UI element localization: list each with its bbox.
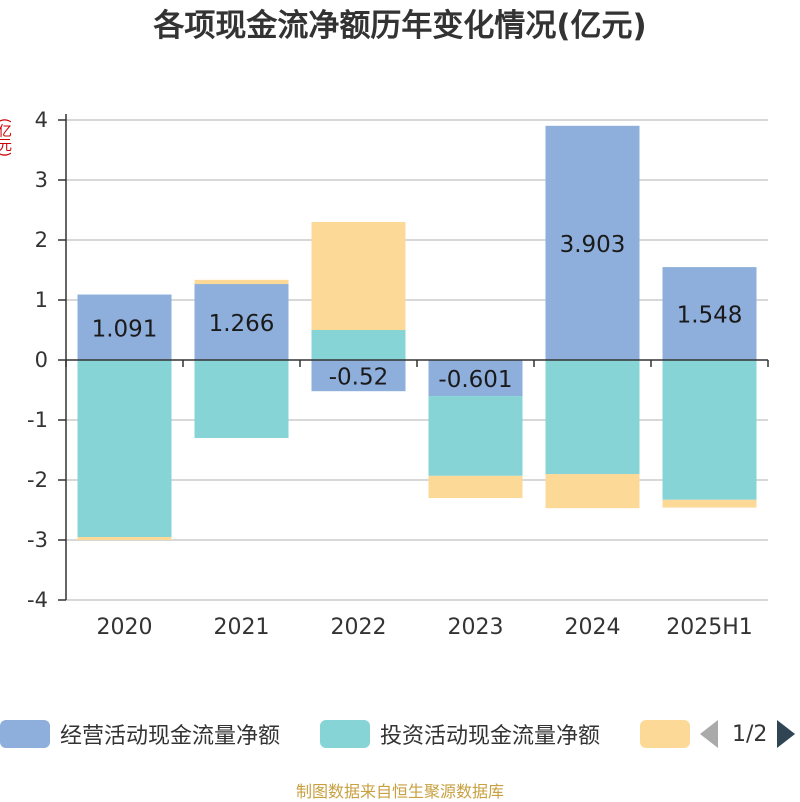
legend-item-investing[interactable]: 投资活动现金流量净额 (320, 716, 600, 752)
data-labels: 1.091 1.266 -0.52 -0.601 3.903 1.548 (92, 232, 743, 393)
bar-segment (77, 294, 172, 360)
legend-swatch-financing (640, 720, 690, 748)
legend-item-financing[interactable] (640, 716, 690, 752)
axes: 4 3 2 1 0 -1 -2 -3 -4 2020 2021 2022 2023 2024 2025H1 (27, 108, 769, 640)
legend: 经营活动现金流量净额 投资活动现金流量净额 (0, 716, 800, 752)
y-tick-label: -4 (27, 588, 48, 612)
legend-swatch-operating (0, 720, 50, 748)
legend-item-operating[interactable]: 经营活动现金流量净额 (0, 716, 280, 752)
x-tick-label: 2025H1 (666, 615, 753, 640)
bar-segment (311, 330, 406, 360)
prev-page-icon[interactable] (700, 720, 718, 748)
legend-swatch-investing (320, 720, 370, 748)
bar-segment (545, 474, 640, 509)
bar-segment (662, 360, 757, 500)
data-label: -0.601 (438, 367, 512, 393)
legend-label-investing: 投资活动现金流量净额 (380, 724, 601, 749)
page-indicator: 1/2 (732, 721, 768, 747)
bar-segment (428, 396, 523, 476)
bar-segment (545, 360, 640, 474)
x-tick-label: 2024 (565, 615, 621, 640)
y-tick-label: -3 (27, 528, 48, 552)
data-label: -0.52 (329, 365, 389, 391)
y-tick-label: 2 (35, 228, 48, 252)
bar-segment (311, 360, 406, 392)
y-axis-unit: (亿元) (0, 118, 12, 157)
y-tick-label: 1 (35, 288, 48, 312)
y-tick-label: -2 (27, 468, 48, 492)
x-tick-label: 2022 (331, 615, 387, 640)
bar-segment (428, 360, 523, 397)
bar-segment (428, 475, 523, 499)
data-source-note: 制图数据来自恒生聚源数据库 (295, 782, 504, 801)
y-tick-label: -1 (27, 408, 48, 432)
bar-segment (662, 267, 757, 360)
bar-segment (311, 222, 406, 330)
bar-segment (545, 125, 640, 360)
bar-segment (77, 360, 172, 537)
data-label: 3.903 (560, 232, 626, 258)
y-tick-label: 0 (35, 348, 48, 372)
bar-segment (194, 360, 289, 438)
y-tick-label: 4 (35, 108, 48, 132)
y-tick-label: 3 (35, 168, 48, 192)
bar-segment (194, 284, 289, 360)
data-label: 1.091 (92, 316, 158, 342)
x-tick-label: 2023 (448, 615, 504, 640)
x-tick-label: 2020 (97, 615, 153, 640)
legend-pager: 1/2 (700, 716, 796, 752)
grid-lines (66, 119, 768, 601)
bar-segment (77, 537, 172, 540)
bar-segment (194, 279, 289, 285)
bars (77, 125, 757, 540)
legend-label-operating: 经营活动现金流量净额 (60, 724, 281, 749)
data-label: 1.548 (677, 303, 743, 329)
data-label: 1.266 (209, 311, 275, 337)
chart-title: 各项现金流净额历年变化情况(亿元) (153, 8, 647, 44)
x-tick-label: 2021 (214, 615, 270, 640)
next-page-icon[interactable] (777, 720, 796, 748)
bar-segment (662, 499, 757, 508)
